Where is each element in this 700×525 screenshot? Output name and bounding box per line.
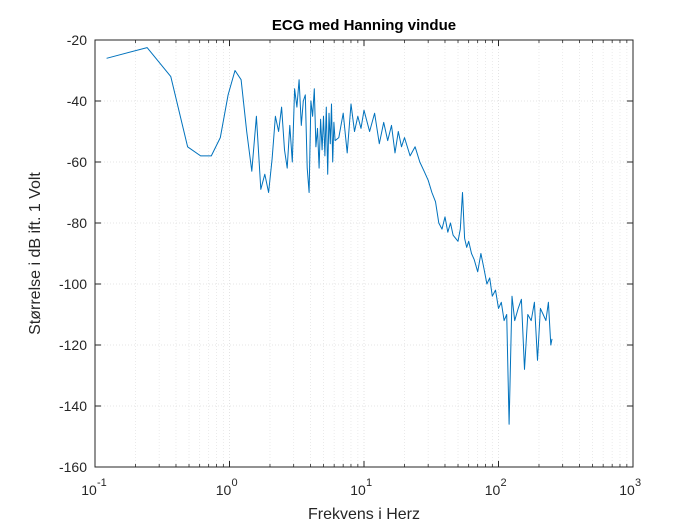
tick-marks <box>94 39 634 468</box>
series-layer <box>106 47 553 425</box>
series-line <box>106 47 553 425</box>
grid <box>94 39 634 468</box>
x-tick-exponent: 3 <box>635 477 641 489</box>
y-tick-label: -160 <box>59 459 87 475</box>
x-tick-label: 10 <box>619 482 635 498</box>
x-tick-label: 10 <box>216 482 232 498</box>
x-axis-label: Frekvens i Herz <box>308 506 420 523</box>
y-tick-label: -60 <box>67 154 87 170</box>
y-tick-label: -120 <box>59 337 87 353</box>
x-tick-exponent: 0 <box>232 477 238 489</box>
x-tick-label: 10 <box>81 482 97 498</box>
chart-title: ECG med Hanning vindue <box>272 17 456 34</box>
y-tick-label: -40 <box>67 93 87 109</box>
y-tick-label: -100 <box>59 276 87 292</box>
y-tick-label: -20 <box>67 32 87 48</box>
x-tick-label: 10 <box>350 482 366 498</box>
y-axis-label: Størrelse i dB ift. 1 Volt <box>27 172 44 335</box>
x-tick-exponent: 2 <box>501 477 507 489</box>
y-tick-label: -80 <box>67 215 87 231</box>
x-tick-label: 10 <box>485 482 501 498</box>
y-tick-label: -140 <box>59 398 87 414</box>
tick-labels: 10 -1 10 0 10 1 10 2 10 3-20-40-60-80-100-120-140… <box>59 32 641 498</box>
x-tick-exponent: -1 <box>97 477 107 489</box>
x-tick-exponent: 1 <box>366 477 372 489</box>
